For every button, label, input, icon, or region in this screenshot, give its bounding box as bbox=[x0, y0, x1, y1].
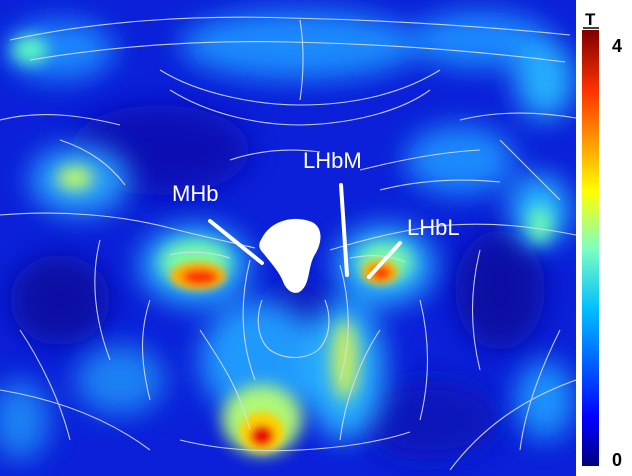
heatmap: MHb LHbM LHbL bbox=[0, 0, 576, 476]
colorbar-gradient bbox=[582, 30, 599, 466]
colorbar-title: T bbox=[585, 10, 596, 29]
mhb-pointer bbox=[208, 219, 264, 265]
mhb-label: MHb bbox=[172, 181, 218, 206]
lhbl-pointer bbox=[367, 241, 402, 279]
lhbm-pointer bbox=[339, 183, 349, 277]
lhbm-label: LHbM bbox=[303, 148, 362, 173]
colorbar-max-label: 4 bbox=[612, 36, 622, 56]
lhbl-label: LHbL bbox=[407, 215, 460, 240]
colorbar-min-label: 0 bbox=[612, 450, 622, 470]
label-pointers bbox=[208, 183, 402, 279]
anatomical-outlines bbox=[0, 16, 576, 471]
ventricle-mask bbox=[259, 218, 321, 293]
colorbar: T 4 0 bbox=[582, 10, 622, 470]
